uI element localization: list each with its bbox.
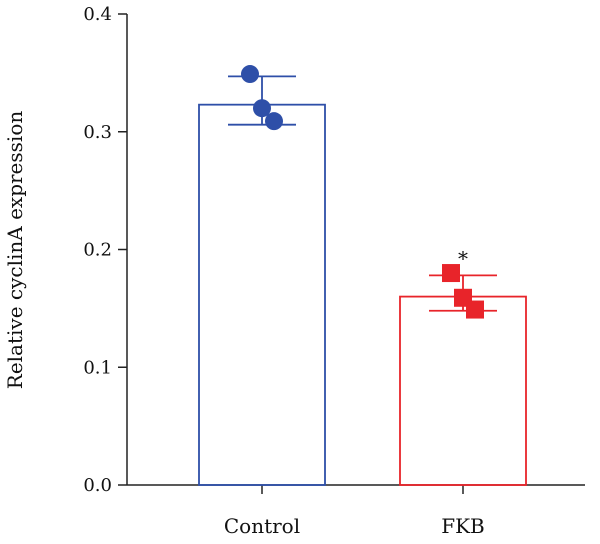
data-point [253, 99, 271, 118]
data-point [466, 300, 484, 319]
annotations: * [458, 246, 468, 270]
y-axis-label: Relative cyclinA expression [3, 111, 27, 390]
significance-marker: * [458, 246, 468, 270]
y-tick-label: 0.1 [83, 357, 112, 378]
bar [198, 103, 326, 486]
y-tick-label: 0.2 [83, 240, 112, 261]
y-tick-label: 0.4 [83, 4, 112, 25]
x-tick-label: FKB [441, 514, 485, 538]
data-point [265, 112, 283, 131]
x-tick-label: Control [224, 514, 300, 538]
data-points [241, 65, 484, 319]
data-point [241, 65, 259, 84]
bars [198, 103, 527, 486]
x-axis: Control FKB [127, 484, 585, 538]
y-tick-label: 0.3 [83, 122, 112, 143]
bar [399, 295, 527, 486]
data-point [442, 264, 460, 283]
y-axis: 0.0 0.1 0.2 0.3 0.4 [83, 4, 128, 496]
y-tick-label: 0.0 [83, 475, 112, 496]
